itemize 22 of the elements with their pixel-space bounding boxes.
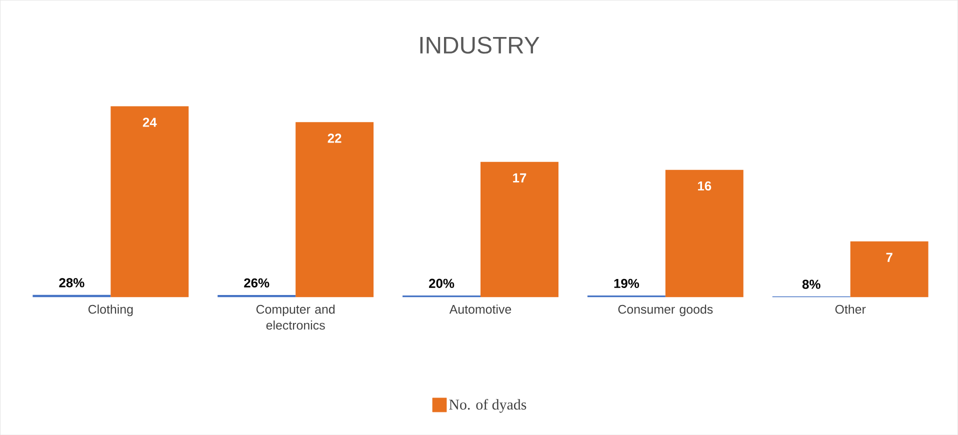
bar xyxy=(850,241,928,297)
chart-title: INDUSTRY xyxy=(420,36,540,54)
data-label: 19% xyxy=(614,278,640,288)
x-tick-label: Automotive xyxy=(449,304,512,314)
bar xyxy=(296,122,374,297)
bar xyxy=(480,162,558,297)
x-tick-label: Consumer goods xyxy=(618,304,713,316)
x-tick-label: Clothing xyxy=(88,304,133,316)
data-label: 7 xyxy=(886,252,892,262)
data-label: 20% xyxy=(429,278,454,288)
data-label: 16 xyxy=(698,181,712,190)
bar xyxy=(110,106,189,297)
data-label: 28% xyxy=(59,278,84,288)
data-label: 22 xyxy=(328,134,342,143)
data-label: 17 xyxy=(513,173,526,182)
x-tick-label: Other xyxy=(835,304,866,314)
x-tick-label: Computer and electronics xyxy=(256,304,335,330)
bar xyxy=(665,170,744,297)
data-label: 26% xyxy=(244,278,270,288)
data-label: 8% xyxy=(802,280,820,289)
data-label: 24 xyxy=(142,118,157,127)
legend-label: No. of dyads xyxy=(449,398,526,413)
